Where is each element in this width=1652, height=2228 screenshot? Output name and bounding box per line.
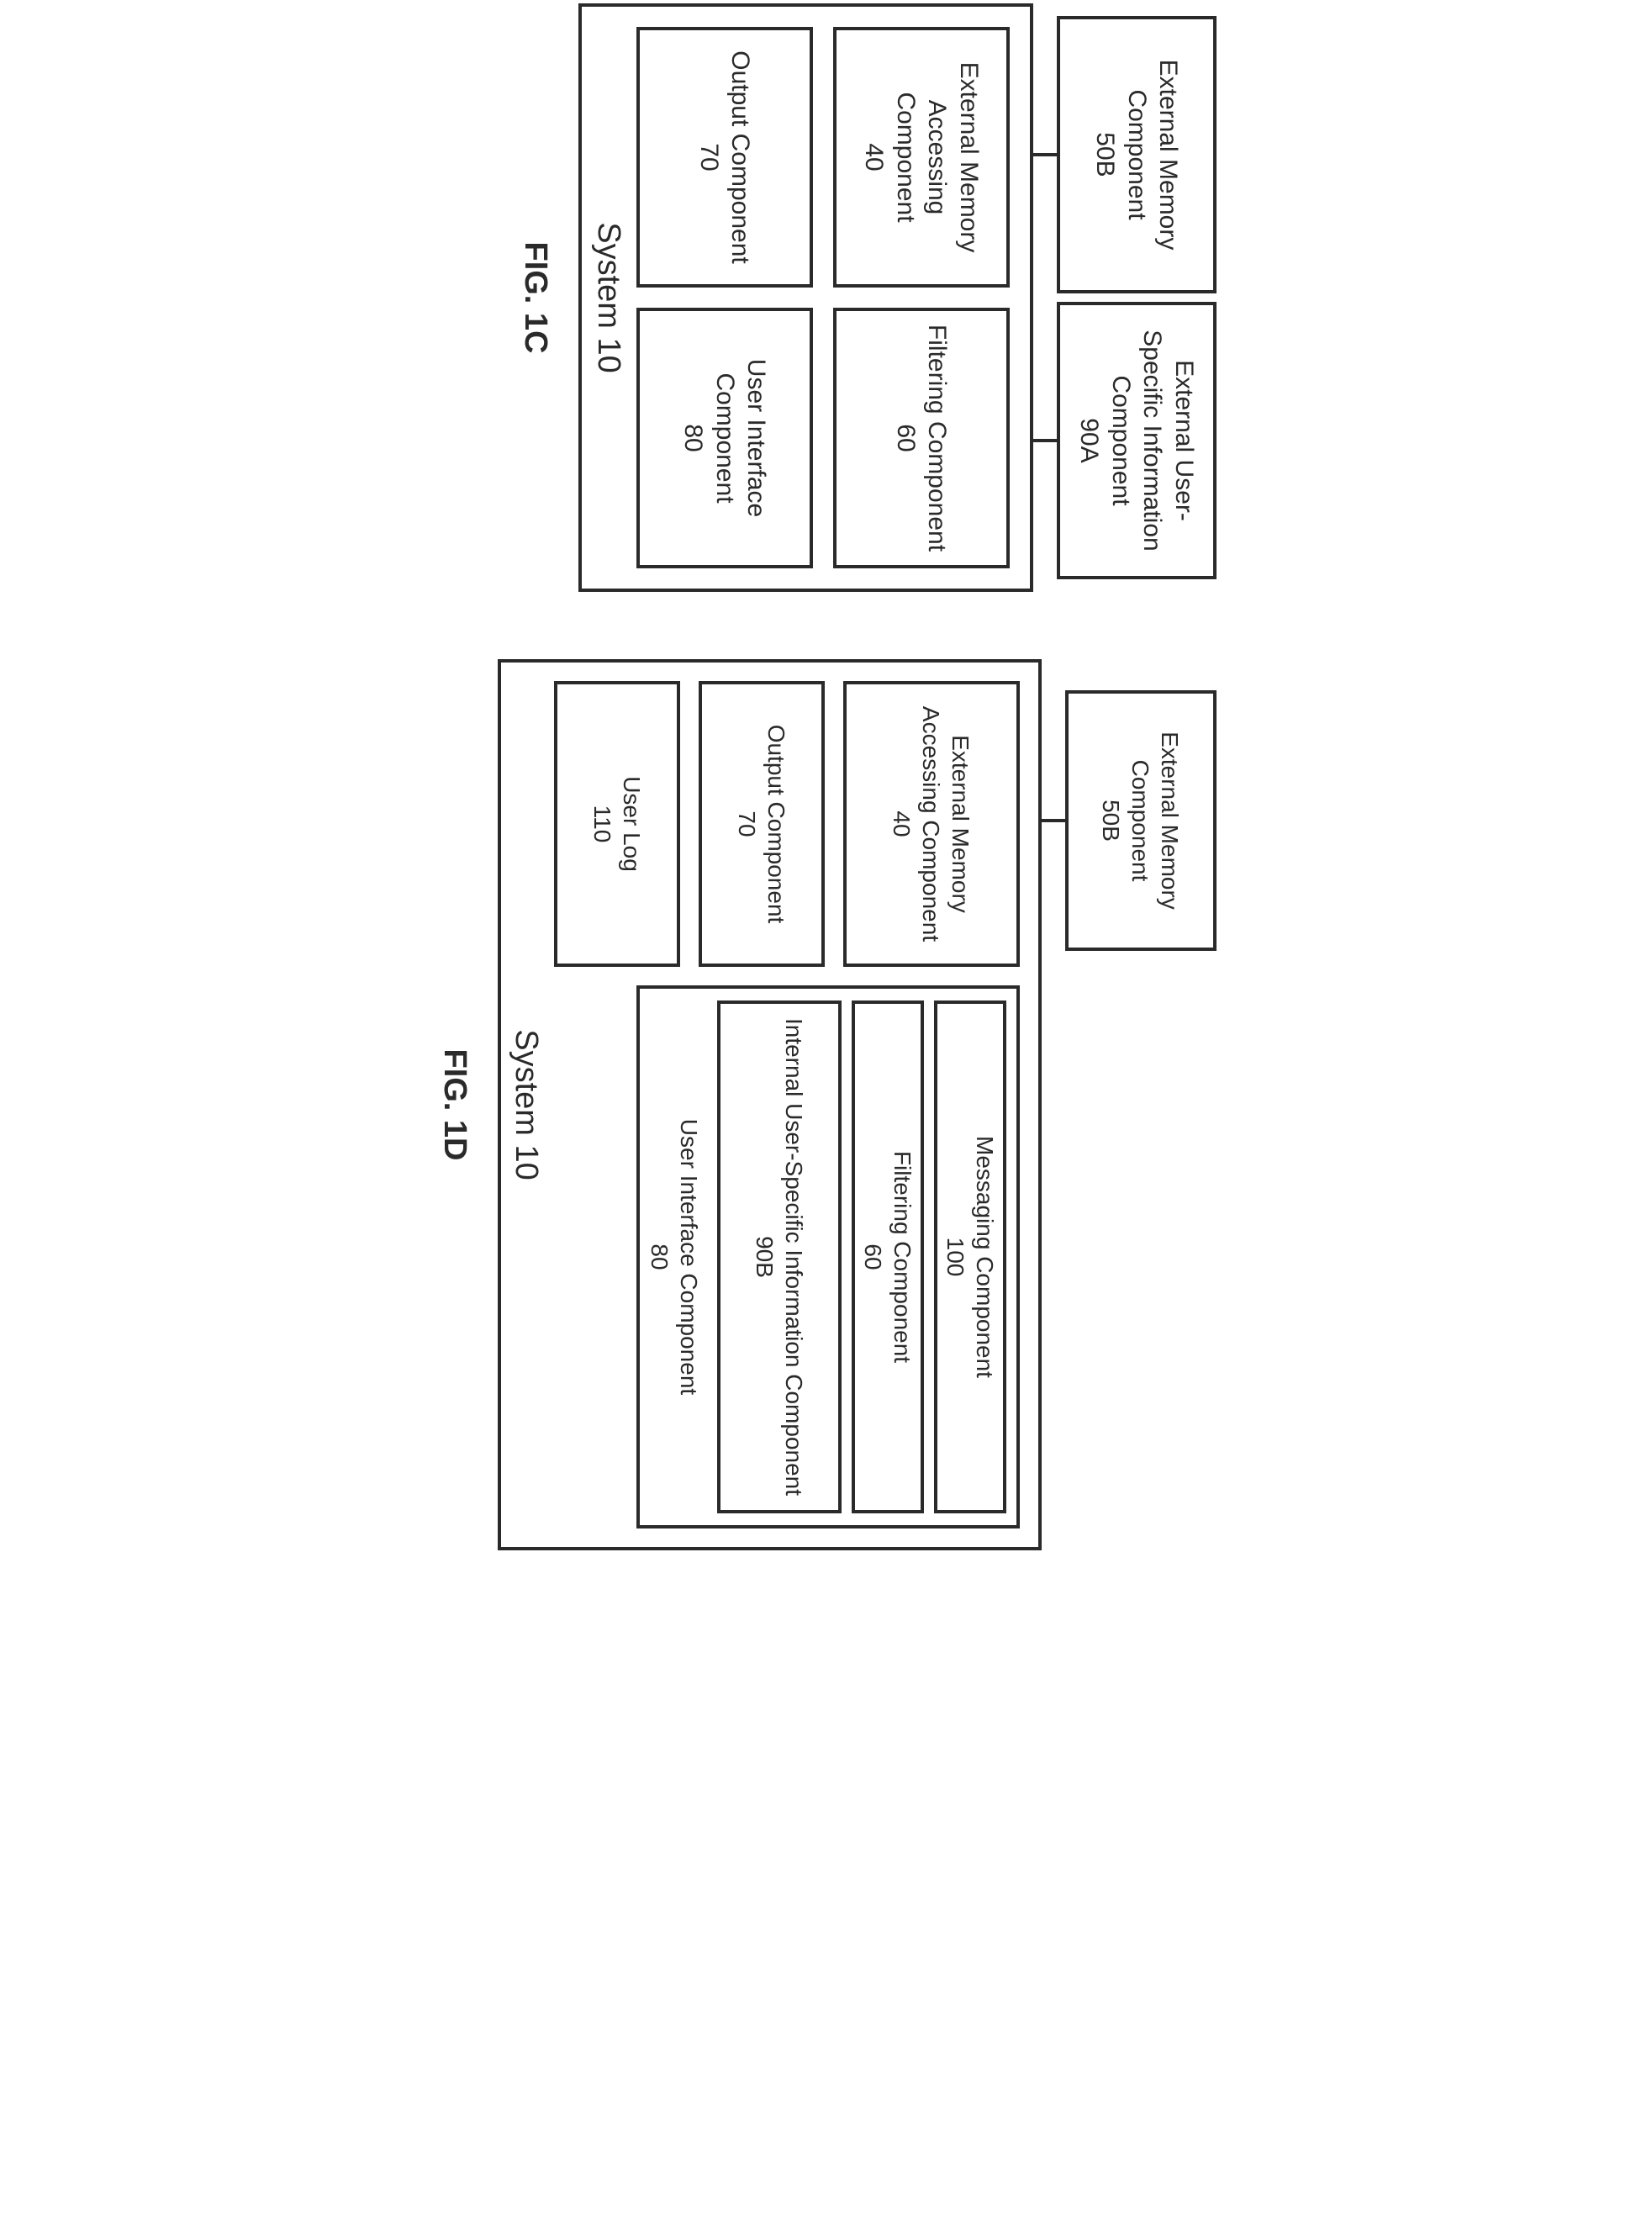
box-id: 80	[677, 424, 709, 451]
box-id: 40	[887, 810, 916, 837]
box-id: 70	[693, 143, 725, 171]
figure-label-1d: FIG. 1D	[436, 1048, 472, 1160]
external-user-specific-info-box: External User-Specific Information Compo…	[1057, 302, 1217, 579]
system-10-container-1c: External Memory Accessing Component 40 F…	[578, 3, 1033, 592]
box-id: 90B	[750, 1236, 779, 1278]
output-component-box-1d: Output Component 70	[699, 681, 825, 967]
messaging-component-box: Messaging Component 100	[934, 1000, 1006, 1513]
box-title: Filtering Component	[921, 325, 953, 552]
box-title: External User-Specific Information Compo…	[1105, 317, 1200, 564]
box-id: 40	[858, 143, 890, 171]
user-interface-component-container: Messaging Component 100 Filtering Compon…	[636, 985, 1020, 1528]
box-title: External Memory Component	[1121, 31, 1184, 278]
filtering-component-box: Filtering Component 60	[833, 308, 1010, 568]
box-title: Internal User-Specific Information Compo…	[779, 1018, 809, 1496]
box-id: 60	[889, 424, 921, 451]
filtering-component-box-1d: Filtering Component 60	[852, 1000, 924, 1513]
page-rotated-wrapper: External Memory Component 50B External U…	[436, 3, 1217, 1550]
box-title: Filtering Component	[888, 1151, 917, 1363]
box-id: 100	[941, 1238, 970, 1277]
figure-1c: External Memory Component 50B External U…	[517, 3, 1217, 592]
output-component-box: Output Component 70	[636, 27, 813, 288]
user-log-box: User Log 110	[554, 681, 680, 967]
connector-50b-to-40-1d	[1042, 819, 1065, 822]
box-id: 50B	[1096, 800, 1126, 842]
fig1c-ext-col-1: External Memory Component 50B	[1033, 16, 1217, 293]
ui-component-label: User Interface Component 80	[645, 1000, 704, 1513]
box-id: 60	[858, 1243, 888, 1270]
external-memory-component-box: External Memory Component 50B	[1057, 16, 1217, 293]
box-title: External Memory Accessing Component	[889, 42, 984, 272]
box-title: Output Component	[762, 725, 791, 924]
system-label-1d: System 10	[508, 681, 544, 1528]
user-interface-component-box: User Interface Component 80	[636, 308, 813, 568]
box-id: 70	[732, 810, 762, 837]
fig1d-external-row: External Memory Component 50B	[1042, 659, 1217, 1550]
box-id: 90A	[1074, 418, 1106, 462]
box-title: Output Component	[725, 50, 757, 264]
external-memory-accessing-component-box: External Memory Accessing Component 40	[833, 27, 1010, 288]
box-title: User Interface Component	[676, 1119, 702, 1395]
system-10-container-1d: External Memory Accessing Component 40 O…	[498, 659, 1042, 1550]
box-id: 80	[647, 1243, 673, 1270]
box-title: Messaging Component	[970, 1136, 1000, 1378]
fig1c-external-row: External Memory Component 50B External U…	[1033, 16, 1217, 579]
connector-90a-to-60	[1033, 439, 1057, 442]
fig1d-left-column: External Memory Accessing Component 40 O…	[554, 681, 1020, 967]
system-label: System 10	[590, 27, 626, 568]
fig1c-ext-col-2: External User-Specific Information Compo…	[1033, 302, 1217, 579]
box-title: External Memory Accessing Component	[916, 696, 975, 952]
box-title: User Interface Component	[709, 323, 772, 553]
external-memory-accessing-component-box-1d: External Memory Accessing Component 40	[843, 681, 1020, 967]
box-id: 50B	[1089, 132, 1121, 177]
external-memory-component-box-1d: External Memory Component 50B	[1065, 690, 1217, 951]
box-title: User Log	[617, 776, 647, 872]
fig1d-row: External Memory Accessing Component 40 O…	[554, 681, 1020, 1528]
box-title: External Memory Component	[1126, 705, 1185, 936]
fig1c-grid: External Memory Accessing Component 40 F…	[636, 27, 1010, 568]
connector-50b-to-40	[1033, 153, 1057, 156]
fig1d-ext-col-1: External Memory Component 50B	[1042, 678, 1217, 964]
internal-user-specific-info-box: Internal User-Specific Information Compo…	[717, 1000, 842, 1513]
figure-label-1c: FIG. 1C	[517, 241, 553, 353]
box-id: 110	[588, 805, 617, 843]
figure-1d: External Memory Component 50B External M…	[436, 659, 1217, 1550]
